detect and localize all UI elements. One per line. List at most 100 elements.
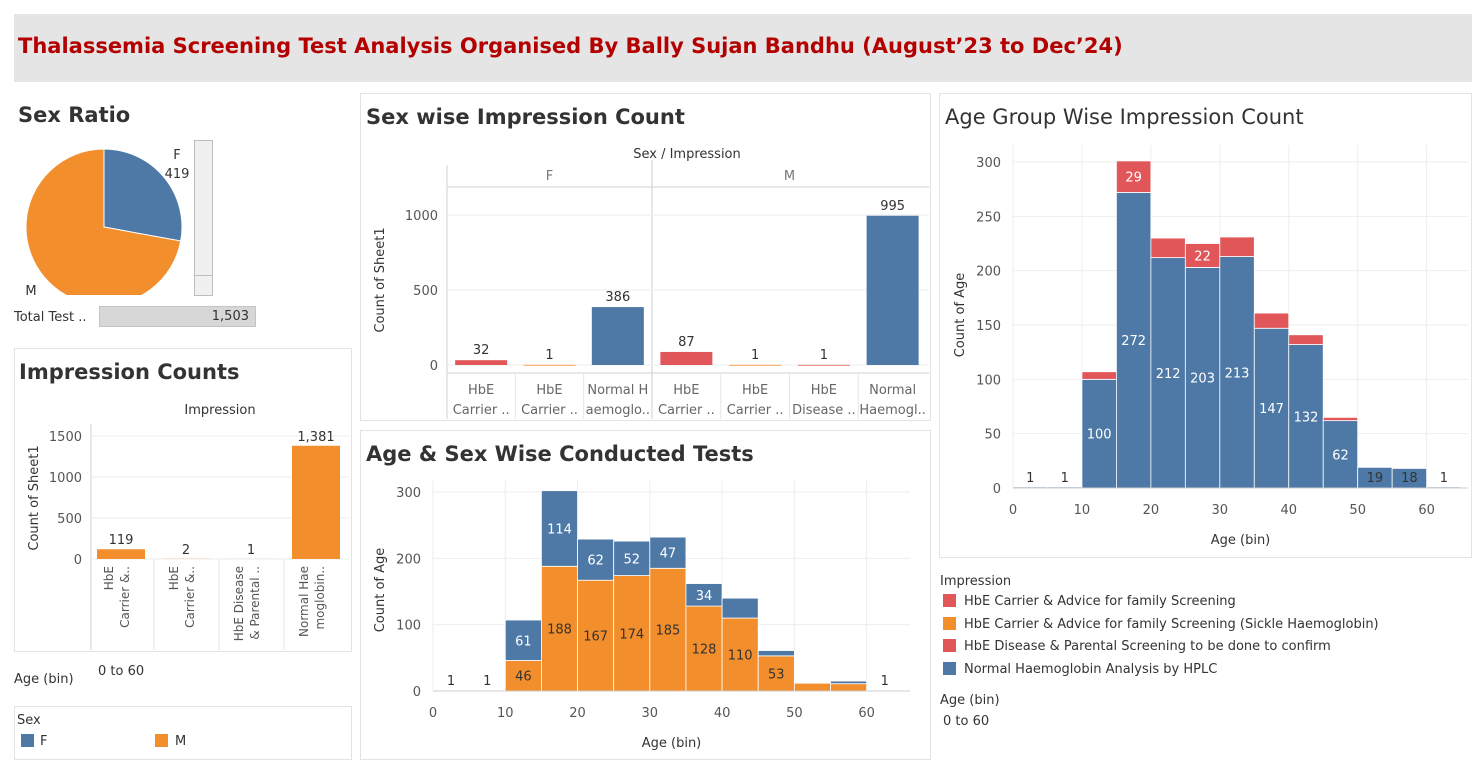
ag-y-tick: 50 (984, 428, 1001, 443)
sex-wise-chart[interactable]: Sex / Impression 0 500 1000 Count of Sheet1 F… (360, 140, 929, 419)
as-bar-label-top: 1 (881, 674, 889, 689)
age-group-chart[interactable]: 0 50 100 150 200 250 300 0 10 20 30 40 50 60 Age (bin)… (939, 140, 1470, 556)
ic-y-axis-label: Count of Sheet1 (27, 445, 42, 550)
as-y-tick: 200 (396, 552, 421, 567)
impression-counts-chart[interactable]: Impression 0 500 1000 1500 Count of Sheet1 119… (14, 396, 350, 650)
total-test-value: 1,503 (211, 309, 249, 324)
ag-y-tick: 300 (976, 156, 1001, 171)
legend-label-normal[interactable]: Normal Haemoglobin Analysis by HPLC (964, 662, 1218, 677)
legend-swatch-f (21, 734, 34, 747)
legend-label-hbe-carrier[interactable]: HbE Carrier & Advice for family Screenin… (964, 594, 1236, 609)
ag-bar-segment (1081, 371, 1117, 380)
as-bar-segment (577, 579, 615, 692)
age-bin-value[interactable]: 0 to 60 (98, 664, 145, 679)
legend-swatch-hbe-carrier-sickle (943, 617, 956, 630)
ag-x-tick: 10 (1074, 503, 1091, 518)
ag-bar-segment (1116, 160, 1152, 193)
sw-category-label: Carrier .. (521, 403, 578, 418)
legend-label-m[interactable]: M (175, 734, 187, 749)
as-bar-label: 1 (447, 674, 455, 689)
total-test-bar: 1,503 (99, 306, 256, 327)
sex-ratio-heading: Sex Ratio (18, 103, 131, 127)
legend-label-f[interactable]: F (40, 734, 48, 749)
as-bar-segment (793, 681, 831, 684)
as-bar-label: 167 (583, 630, 608, 645)
sw-bar-label: 1 (820, 348, 828, 363)
as-x-tick: 30 (642, 706, 659, 721)
ic-bar (97, 549, 145, 559)
as-bar-segment (685, 583, 723, 607)
sw-y-tick: 0 (430, 359, 438, 374)
age-bin-value-right[interactable]: 0 to 60 (943, 714, 990, 729)
sw-category-label: Disease .. (792, 403, 856, 418)
ag-bar-segment (1150, 237, 1186, 259)
as-bar-segment (757, 650, 795, 657)
ag-bar-label: 272 (1121, 334, 1146, 349)
as-bar-label-top: 47 (660, 547, 677, 562)
ic-y-tick: 0 (74, 553, 82, 568)
ic-bar-label: 2 (182, 543, 190, 558)
pie-slice-m[interactable] (25, 148, 182, 305)
as-bar-segment (721, 597, 759, 619)
impression-counts-heading: Impression Counts (19, 360, 240, 384)
ag-bar-label: 147 (1259, 402, 1284, 417)
sw-category-label: Carrier .. (658, 403, 715, 418)
pie-value-f: 419 (165, 167, 190, 182)
sex-wise-panel (360, 93, 931, 421)
ic-category-label: HbE Disease (232, 566, 246, 641)
sw-bar (591, 307, 644, 365)
pie-label-m: M (25, 284, 36, 299)
ag-y-tick: 200 (976, 265, 1001, 280)
pie-scrollbar[interactable] (194, 140, 213, 296)
ag-y-tick: 0 (993, 482, 1001, 497)
sw-bar-label: 87 (678, 335, 695, 350)
legend-label-hbe-disease[interactable]: HbE Disease & Parental Screening to be d… (964, 639, 1331, 654)
ag-bar-segment (1288, 334, 1324, 345)
as-bar-segment (504, 660, 542, 692)
as-bar-label-top: 114 (547, 522, 572, 537)
ic-category-label: HbE (167, 566, 181, 590)
ag-bar-label: 1 (1440, 471, 1448, 486)
as-bar-segment (685, 605, 723, 692)
sw-category-label: aemoglo.. (586, 403, 650, 418)
ag-bar-segment (1219, 236, 1255, 257)
as-bar-label-top: 61 (515, 634, 532, 649)
ag-y-tick: 150 (976, 319, 1001, 334)
ag-bar-label: 132 (1294, 410, 1319, 425)
ag-bar-label: 1 (1061, 471, 1069, 486)
ic-category-label: moglobin.. (313, 566, 327, 630)
as-bar-segment (649, 567, 687, 692)
ic-category-label: Carrier &.. (183, 566, 197, 628)
legend-label-hbe-carrier-sickle[interactable]: HbE Carrier & Advice for family Screenin… (964, 617, 1379, 632)
as-bar-label-top: 52 (623, 552, 640, 567)
as-bar-label: 110 (728, 649, 753, 664)
sw-category-label: HbE (811, 383, 837, 398)
as-y-tick: 100 (396, 619, 421, 634)
legend-swatch-hbe-disease (943, 639, 956, 652)
sw-category-label: HbE (673, 383, 699, 398)
as-x-tick: 60 (858, 706, 875, 721)
as-x-tick: 40 (714, 706, 731, 721)
ag-y-axis-label: Count of Age (953, 273, 968, 358)
ag-bar-label: 19 (1367, 471, 1384, 486)
ag-bar-segment (1253, 312, 1290, 329)
sex-ratio-pie[interactable]: F 419 M (14, 135, 214, 305)
pie-slice-f[interactable] (103, 148, 183, 242)
ag-bar-segment (1322, 416, 1359, 422)
sex-legend: Sex F M (14, 706, 352, 760)
age-bin-label-right: Age (bin) (940, 693, 1000, 708)
sw-bar (729, 364, 782, 366)
ag-bar-label: 203 (1190, 372, 1215, 387)
age-sex-chart[interactable]: 0 100 200 300 0 10 20 30 40 50 60 Age (bin) Count of… (360, 470, 929, 758)
ag-bar-label: 62 (1332, 448, 1349, 463)
as-x-tick: 20 (569, 706, 586, 721)
sw-column-title: Sex / Impression (633, 147, 741, 162)
sw-category-label: HbE (742, 383, 768, 398)
as-bar-label: 185 (655, 624, 680, 639)
sw-bar-label: 32 (473, 343, 490, 358)
ag-bar-segment (1150, 257, 1186, 489)
sw-bar-label: 1 (545, 348, 553, 363)
as-bar-segment (649, 536, 687, 569)
sw-category-label: Normal (869, 383, 916, 398)
sex-wise-heading: Sex wise Impression Count (366, 105, 685, 129)
